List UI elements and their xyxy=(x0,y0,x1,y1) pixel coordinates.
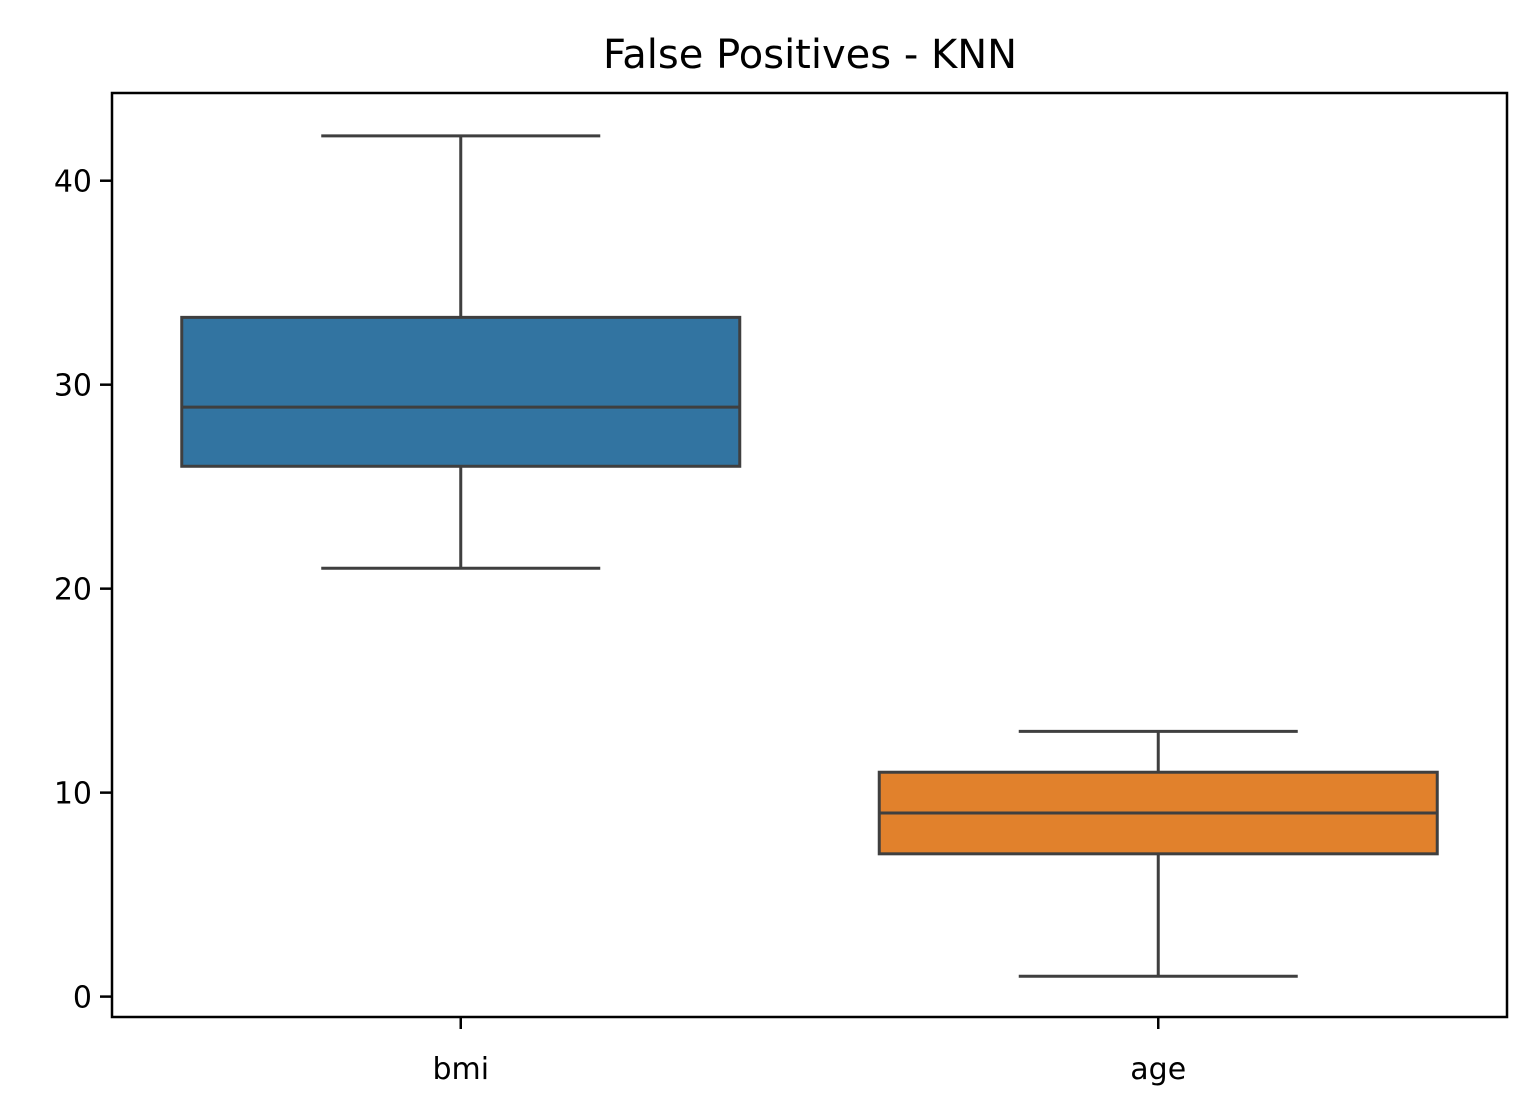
y-tick-label: 10 xyxy=(54,777,92,812)
x-tick-label: age xyxy=(1130,1052,1186,1087)
y-tick-label: 0 xyxy=(73,981,92,1016)
y-tick-label: 40 xyxy=(54,165,92,200)
axes-frame xyxy=(110,91,1509,1019)
y-tick-label: 20 xyxy=(54,573,92,608)
y-axis: 0 10 20 30 40 xyxy=(54,165,112,1016)
chart-title: False Positives - KNN xyxy=(603,32,1017,78)
x-axis: bmi age xyxy=(432,1017,1186,1087)
box-age xyxy=(877,729,1439,978)
y-tick-label: 30 xyxy=(54,369,92,404)
x-tick-label: bmi xyxy=(432,1052,489,1087)
box-bmi xyxy=(180,134,742,570)
plot-area xyxy=(180,134,1439,978)
box-iqr xyxy=(180,315,742,468)
